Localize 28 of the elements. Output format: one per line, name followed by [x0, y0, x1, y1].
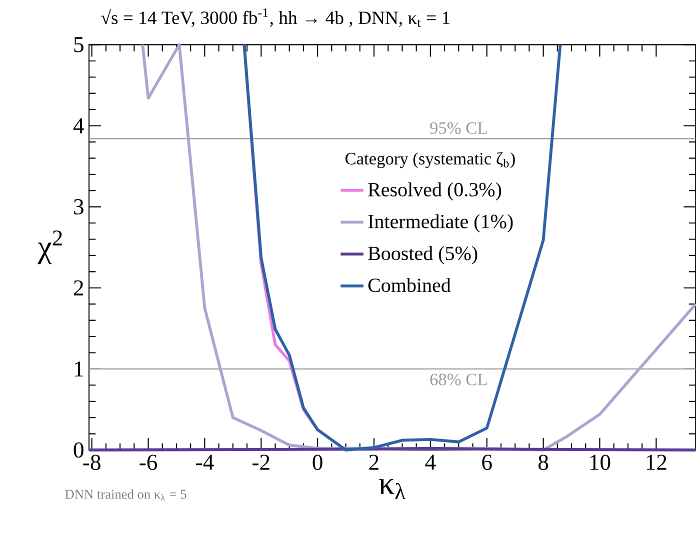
x-axis-title: κ$_{λ}$ [379, 479, 406, 499]
y-tick-label: 3 [74, 199, 84, 214]
y-axis-title: χ$^{2}$ [38, 230, 62, 264]
x-tick-label: 12 [646, 454, 666, 470]
x-tick-label: -8 [83, 454, 100, 470]
legend-label: Combined [368, 278, 451, 292]
x-tick-label: 8 [538, 454, 548, 470]
ref-line-label: 68% CL [430, 374, 487, 386]
y-tick-label: 0 [74, 442, 84, 458]
x-tick-label: -4 [196, 454, 214, 470]
ref-line-label: 95% CL [430, 122, 487, 134]
chart-title: √s = 14 TeV, 3000 fb$^{-1}$, hh → 4b , DNN, κ$_{t}$ = 1 [101, 8, 450, 27]
y-tick-label: 4 [73, 118, 84, 134]
y-tick-label: 5 [74, 37, 84, 52]
text: DNN trained on κ$_{λ}$ = 5 [65, 489, 186, 501]
legend-title: Category (systematic ζ$_{b}$) [346, 152, 515, 168]
y-tick-label: 1 [74, 361, 83, 376]
x-tick-label: 10 [590, 454, 610, 470]
x-tick-label: 4 [425, 454, 436, 470]
x-tick-label: -2 [252, 454, 270, 470]
legend-label: Intermediate (1%) [368, 214, 513, 232]
x-tick-label: 2 [369, 454, 378, 470]
x-tick-label: 6 [482, 454, 492, 470]
x-tick-label: 0 [312, 454, 322, 470]
x-tick-label: -6 [140, 454, 158, 470]
y-tick-label: 2 [74, 280, 84, 296]
legend-label: Boosted (5%) [368, 246, 478, 264]
legend-label: Resolved (0.3%) [368, 182, 502, 200]
